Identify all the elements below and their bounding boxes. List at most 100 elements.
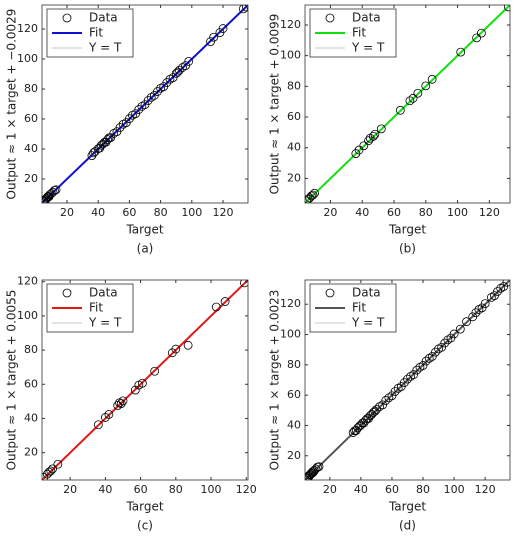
x-axis-label: Target [388,500,426,514]
y-tick-label: 120 [17,275,38,288]
x-tick-label: 40 [98,483,112,496]
data-point [137,378,147,388]
y-tick-label: 100 [17,52,38,65]
data-point [184,57,194,66]
data-point [390,387,400,396]
plot [305,5,510,203]
data-point [48,187,58,197]
x-tick-label: 20 [323,206,337,219]
y-tick-label: 120 [17,22,38,35]
data-point [381,396,391,405]
data-point [93,420,103,430]
y-tick-label: 120 [280,18,301,31]
x-tick-label: 80 [154,206,168,219]
y-tick-label: 60 [24,112,38,125]
data-point [368,408,378,417]
data-point [368,131,378,141]
data-point [353,423,363,433]
data-point [421,81,431,91]
legend-marker [325,13,335,23]
data-point [308,467,318,476]
y-tick-label: 40 [24,142,38,155]
data-point [409,370,419,379]
x-axis-label: Target [125,500,163,514]
x-tick-label: 60 [387,206,401,219]
legend-label: Y = T [88,41,122,55]
y-tick-label: 60 [287,110,301,123]
data-point [370,406,380,416]
y-tick-label: 20 [287,449,301,462]
legend-label: Fit [352,301,366,315]
y-tick-label: 60 [287,388,301,401]
legend-label: Data [352,286,381,300]
legend-label: Data [352,11,381,25]
data-point [42,473,49,480]
plot [42,280,248,480]
data-point [361,415,370,425]
plot [305,280,510,480]
y-tick-label: 80 [287,358,301,371]
x-tick-label: 40 [355,206,369,219]
data-point [405,96,415,106]
legend-box [309,283,397,333]
plot [42,5,248,203]
data-point [308,190,318,200]
legend-label: Fit [89,301,103,315]
data-point [378,400,388,410]
data-point [395,105,405,115]
x-tick-label: 100 [181,206,202,219]
data-point [306,191,316,201]
data-point [178,63,187,72]
data-point [476,28,486,38]
data-point [116,399,126,408]
data-point [384,393,394,403]
legend-label: Fit [352,26,366,40]
axes-box [304,279,511,481]
data-point [134,105,144,114]
x-tick-label: 120 [479,206,500,219]
data-point [311,464,321,474]
data-point [101,137,111,147]
data-point [305,193,315,203]
legend-marker [62,13,72,23]
x-tick-label: 120 [213,206,234,219]
chart-panel: 20 40 60 80 100 120 20 40 60 80 100 120 Target (a) Out… [5,4,249,256]
y-tick-label: 40 [287,141,301,154]
data-point [413,88,423,98]
y-tick-label: 100 [280,49,301,62]
x-tick-label: 40 [91,206,105,219]
legend-label: Y = T [351,316,385,330]
y-axis-label: Output ≈ 1 × target + 0.0023 [268,290,282,471]
data-point [51,185,61,195]
data-point [183,340,193,350]
y-tick-label: 100 [280,328,301,341]
data-point [314,462,324,472]
data-point [418,361,428,370]
data-point [162,78,172,87]
data-point [502,280,510,287]
legend-marker [62,288,72,298]
data-point [206,37,215,46]
x-tick-label: 120 [236,483,257,496]
data-point [504,5,510,12]
data-point [431,347,440,357]
x-tick-label: 80 [169,483,183,496]
y-tick-label: 40 [24,411,38,424]
y-tick-label: 60 [24,377,38,390]
data-point [46,466,56,476]
data-point [376,124,386,134]
axes-box [41,4,249,204]
data-point [240,280,248,288]
data-point [174,65,184,75]
data-point [220,297,230,306]
caption: (a) [137,242,154,256]
data-point [471,308,481,318]
y-tick-label: 80 [24,82,38,95]
y-tick-label: 20 [287,171,301,184]
y-axis-label: Output ≈ 1 × target + −0.0029 [5,9,19,200]
x-tick-label: 80 [416,483,430,496]
y-axis-label: Output ≈ 1 × target + 0.0055 [5,290,19,471]
